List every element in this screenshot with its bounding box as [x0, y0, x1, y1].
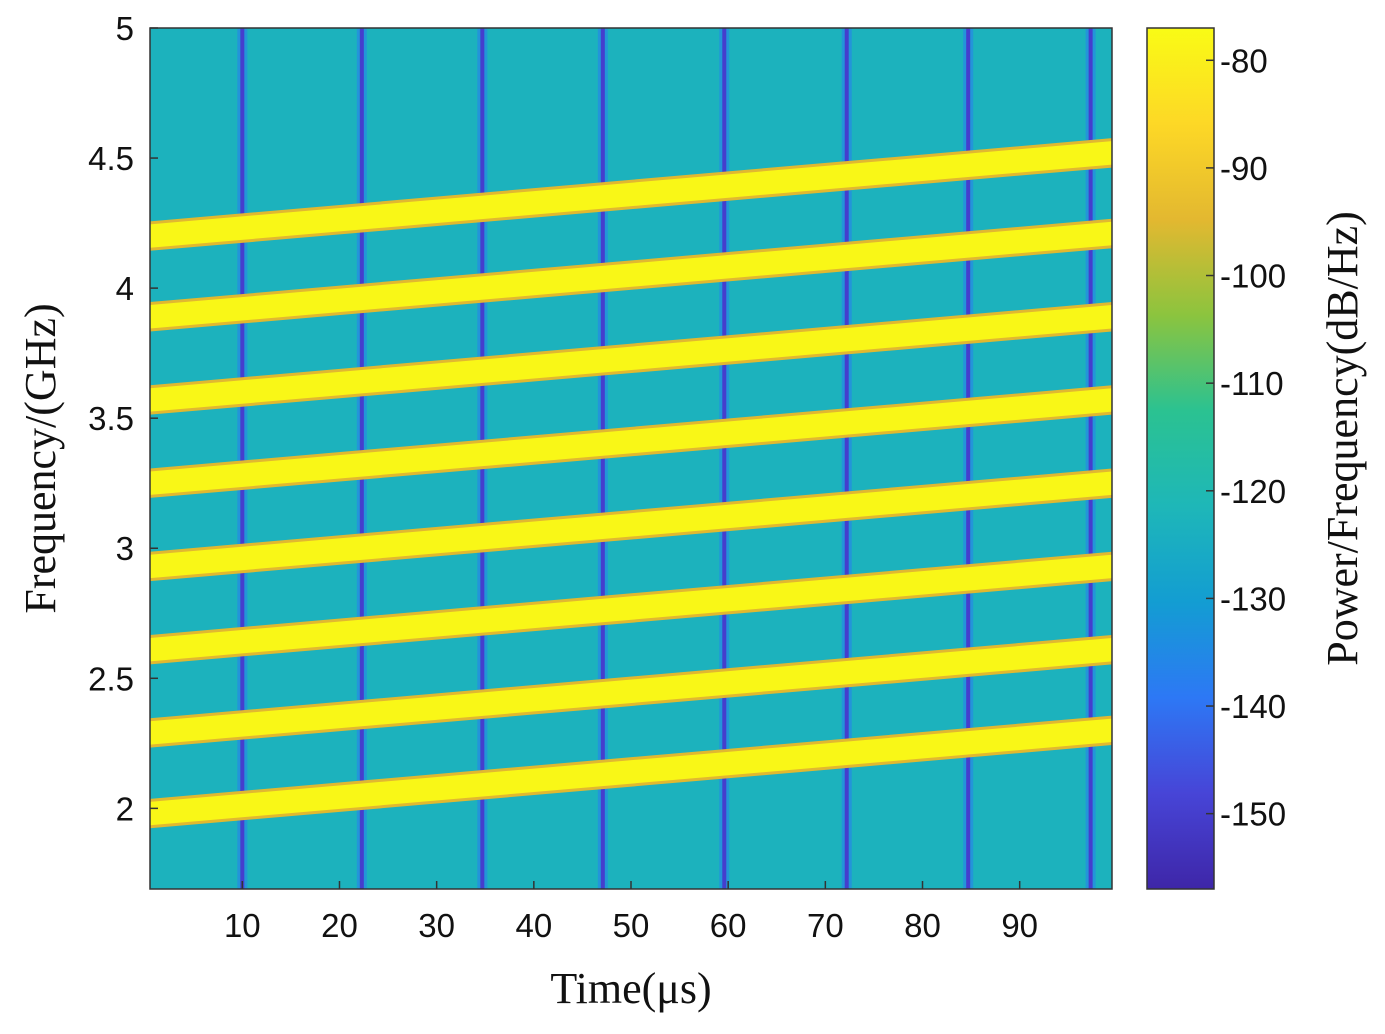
- x-axis-ticks: 10 20 30 40 50 60 70 80 90: [224, 881, 1038, 944]
- y-tick-label: 2: [116, 790, 134, 827]
- x-tick-label: 40: [515, 907, 552, 944]
- x-tick-label: 30: [418, 907, 455, 944]
- x-tick-label: 50: [613, 907, 650, 944]
- segment-boundary: [1088, 28, 1093, 889]
- chirp-band-6: [150, 305, 1112, 412]
- y-axis-ticks: 2 2.5 3 3.5 4 4.5 5: [88, 10, 158, 827]
- x-tick-label: 60: [710, 907, 747, 944]
- colorbar-tick-label: -110: [1220, 365, 1284, 402]
- segment-boundary: [722, 28, 727, 889]
- segment-boundary: [844, 28, 849, 889]
- chirp-band-8: [150, 141, 1112, 248]
- colorbar-tick-label: -90: [1220, 150, 1268, 187]
- segment-boundary: [966, 28, 971, 889]
- chirp-band-3: [150, 554, 1112, 662]
- chirp-band-7: [150, 221, 1112, 329]
- segment-boundary: [240, 28, 245, 889]
- colorbar-tick-label: -80: [1220, 42, 1268, 79]
- colorbar-tick-label: -100: [1220, 258, 1286, 295]
- colorbar-tick-label: -120: [1220, 473, 1286, 510]
- y-tick-label: 2.5: [88, 660, 134, 697]
- colorbar-tick-label: -140: [1220, 688, 1286, 725]
- x-tick-label: 80: [904, 907, 941, 944]
- y-tick-label: 3: [116, 530, 134, 567]
- chirp-band-2: [150, 637, 1112, 745]
- colorbar-tick-label: -130: [1220, 580, 1286, 617]
- y-tick-label: 5: [116, 10, 134, 47]
- y-axis-title: Frequency/(GHz): [16, 303, 65, 613]
- x-tick-label: 10: [224, 907, 261, 944]
- chirp-band-1: [150, 718, 1112, 826]
- x-tick-label: 20: [321, 907, 358, 944]
- x-tick-label: 70: [807, 907, 844, 944]
- y-tick-label: 4: [116, 270, 134, 307]
- chirp-band-4: [150, 471, 1112, 579]
- colorbar: [1146, 27, 1215, 890]
- colorbar-ticks: -80 -90 -100 -110 -120 -130 -140 -150: [1206, 42, 1286, 833]
- chirp-bands: [150, 138, 1112, 829]
- chirp-band-5: [150, 388, 1112, 495]
- x-axis-title: Time(μs): [550, 964, 711, 1013]
- x-tick-label: 90: [1001, 907, 1038, 944]
- colorbar-tick-label: -150: [1220, 796, 1286, 833]
- y-tick-label: 3.5: [88, 400, 134, 437]
- colorbar-title: Power/Frequency(dB/Hz): [1318, 211, 1367, 666]
- y-tick-label: 4.5: [88, 140, 134, 177]
